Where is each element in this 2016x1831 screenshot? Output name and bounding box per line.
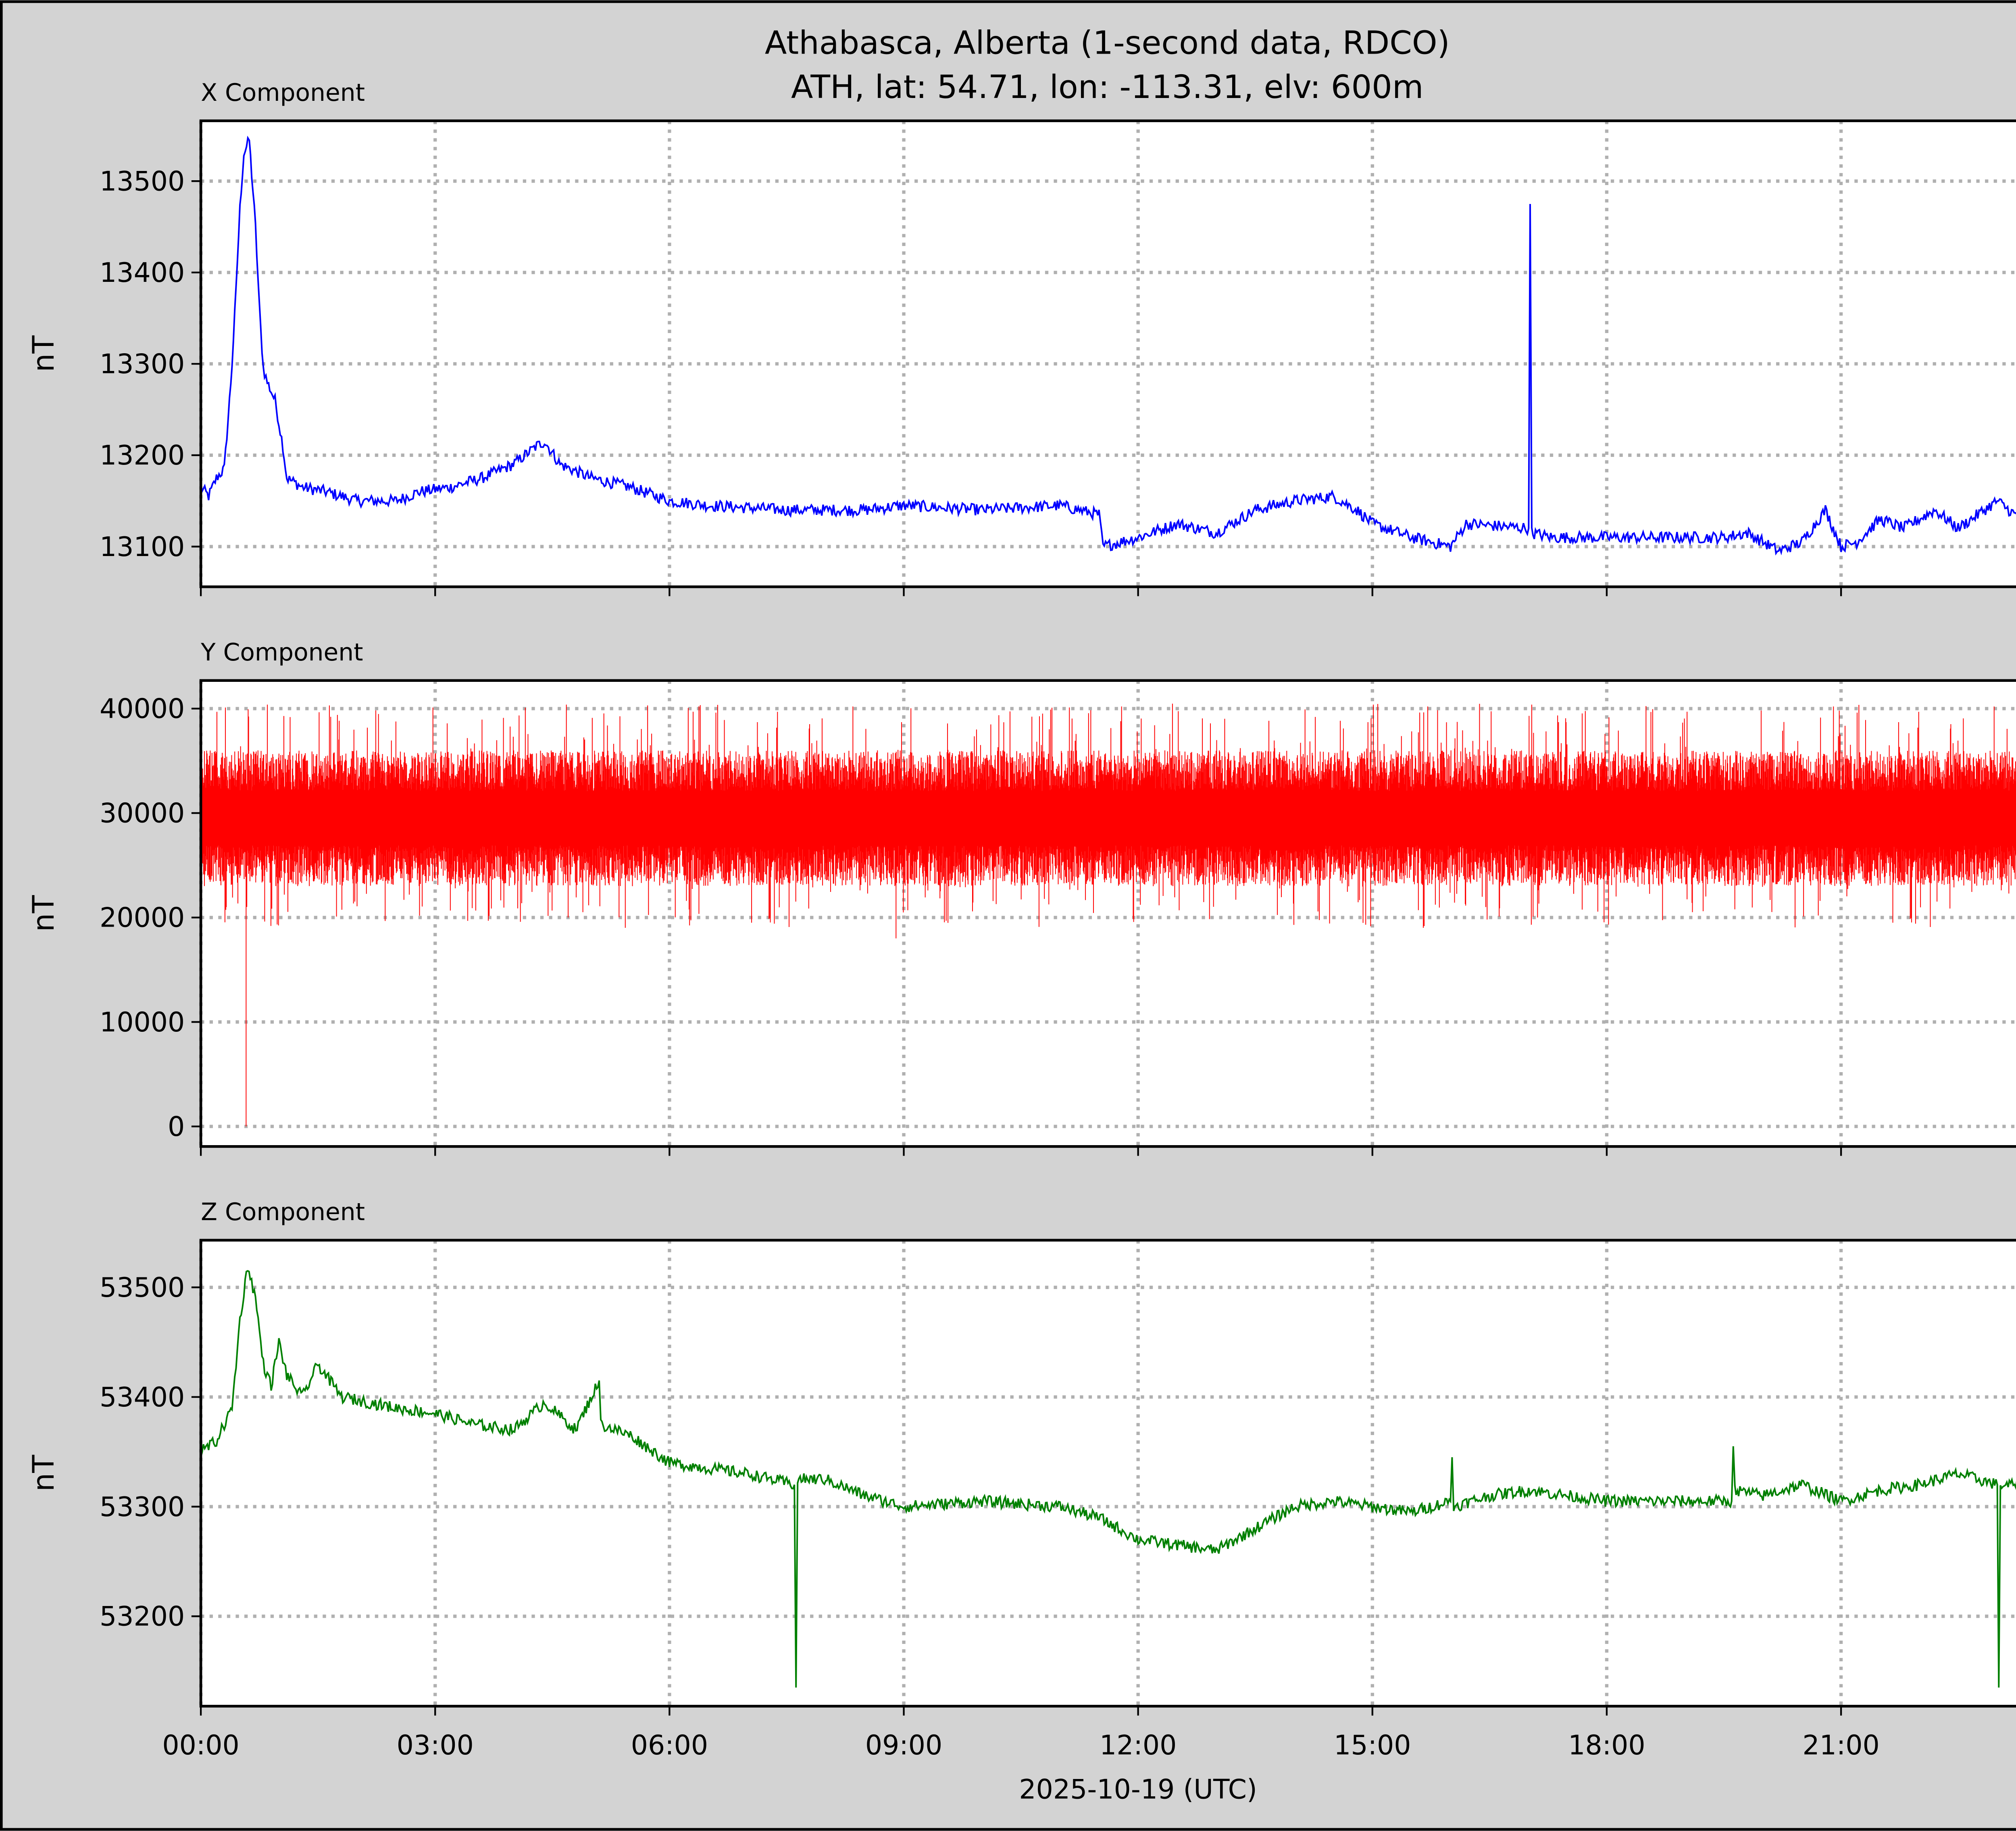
panel-title: X Component [201, 79, 365, 107]
y-axis-label: nT [27, 1455, 61, 1491]
x-tick-label: 06:00 [631, 1729, 708, 1761]
y-tick-label: 0 [168, 1111, 185, 1142]
plot-area [201, 121, 2016, 587]
y-tick-label: 13400 [100, 257, 185, 288]
y-tick-label: 13500 [100, 165, 185, 197]
y-tick-label: 53400 [100, 1381, 185, 1413]
y-tick-label: 10000 [100, 1006, 185, 1038]
x-tick-label: 15:00 [1334, 1729, 1411, 1761]
data-series-line [201, 1270, 2016, 1688]
panel-title: Z Component [201, 1198, 365, 1226]
y-axis-label: nT [27, 895, 61, 932]
plot-area [201, 1240, 2016, 1706]
panel-x-component: 13100 13200 13300 13400 13500 X Component nT [27, 79, 2016, 596]
panel-title: Y Component [200, 639, 363, 667]
plot-area [201, 680, 2016, 1147]
panel-y-component: 0 10000 20000 30000 40000 Y Component nT [27, 639, 2016, 1156]
axes-frame [199, 1239, 2016, 1708]
panel-z-component: 53200 53300 53400 53500 00:00 03:00 06:00 09:00… [27, 1198, 2016, 1761]
y-tick-label: 53300 [100, 1491, 185, 1523]
y-tick-label: 13200 [100, 440, 185, 471]
y-tick-label: 30000 [100, 798, 185, 829]
y-tick-label: 13300 [100, 348, 185, 380]
x-tick-label: 03:00 [397, 1729, 474, 1761]
y-tick-label: 40000 [100, 693, 185, 725]
x-tick-label: 09:00 [865, 1729, 942, 1761]
x-tick-label: 12:00 [1100, 1729, 1177, 1761]
x-tick-label: 00:00 [162, 1729, 239, 1761]
figure-title-line2: ATH, lat: 54.71, lon: -113.31, elv: 600m [791, 68, 1423, 106]
y-axis-label: nT [27, 335, 61, 372]
y-tick-label: 53500 [100, 1272, 185, 1303]
data-series-line [201, 135, 2016, 556]
y-tick-label: 13100 [100, 531, 185, 562]
y-tick-label: 20000 [100, 902, 185, 933]
x-axis-label: 2025-10-19 (UTC) [1019, 1774, 1257, 1805]
x-tick-label: 21:00 [1802, 1729, 1879, 1761]
data-series-line [201, 704, 2016, 1127]
x-tick-label: 18:00 [1568, 1729, 1645, 1761]
figure-title-line1: Athabasca, Alberta (1-second data, RDCO) [765, 24, 1450, 62]
y-tick-label: 53200 [100, 1601, 185, 1632]
